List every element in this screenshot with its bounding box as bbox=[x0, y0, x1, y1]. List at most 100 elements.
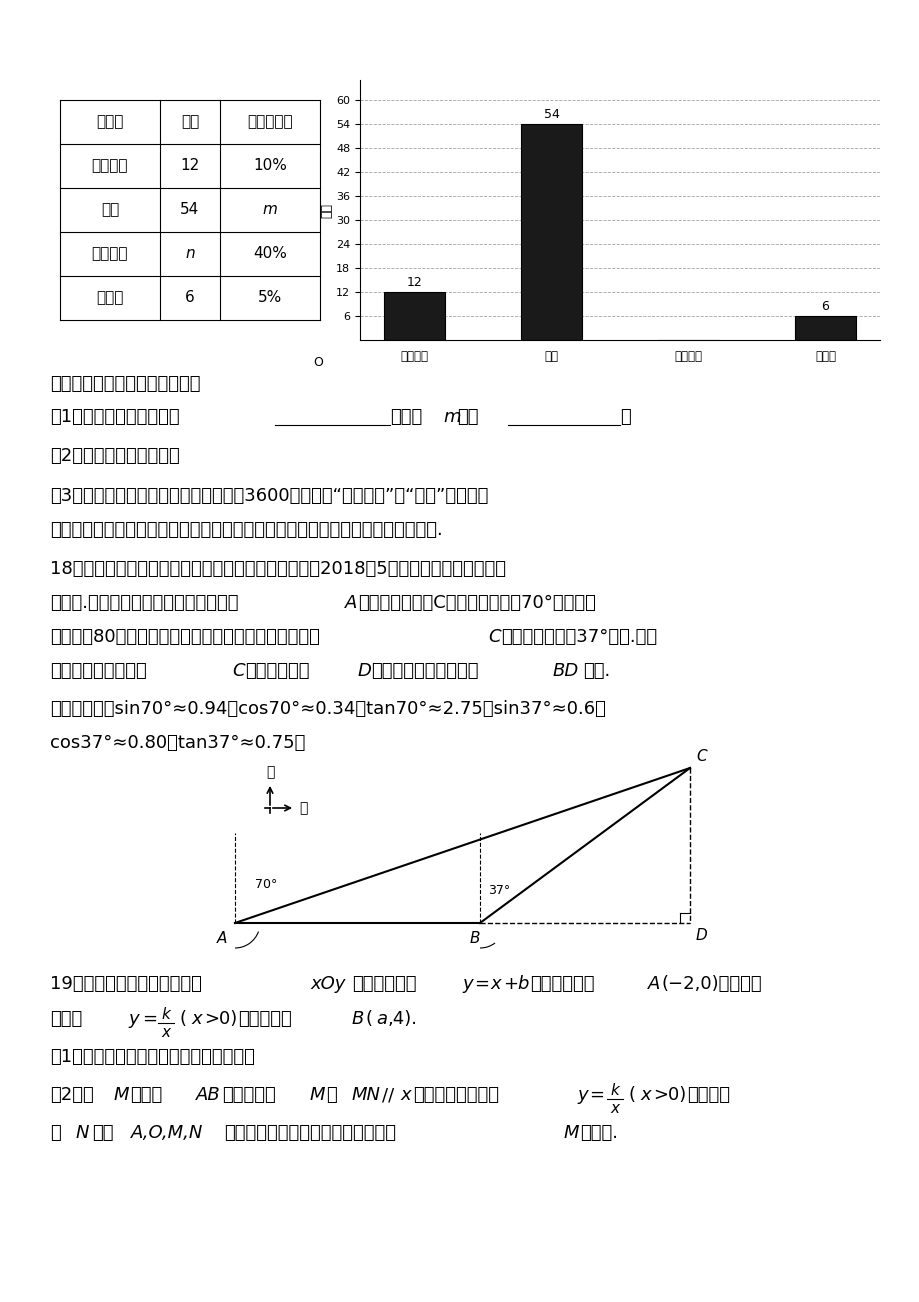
Text: D: D bbox=[696, 928, 707, 943]
Text: A,O,M,N: A,O,M,N bbox=[130, 1124, 203, 1142]
Text: >0): >0) bbox=[204, 1010, 237, 1029]
Text: D: D bbox=[357, 661, 371, 680]
Text: =: = bbox=[142, 1010, 157, 1029]
Text: 的图象交于: 的图象交于 bbox=[238, 1010, 291, 1029]
Text: ；: ； bbox=[619, 408, 630, 426]
Text: 的值: 的值 bbox=[457, 408, 478, 426]
Text: y: y bbox=[461, 975, 472, 993]
Text: (−2,0)，与反比: (−2,0)，与反比 bbox=[662, 975, 762, 993]
Text: 满意: 满意 bbox=[101, 203, 119, 217]
Text: 12: 12 bbox=[406, 276, 422, 289]
Text: 10%: 10% bbox=[253, 159, 287, 173]
Text: 的正南方向的: 的正南方向的 bbox=[244, 661, 309, 680]
Text: A: A bbox=[345, 594, 357, 612]
Text: 不满意: 不满意 bbox=[96, 290, 123, 306]
Text: ,4).: ,4). bbox=[388, 1010, 417, 1029]
Text: 点: 点 bbox=[50, 1124, 61, 1142]
Text: 航母继续航行至小岛: 航母继续航行至小岛 bbox=[50, 661, 147, 680]
Text: （3）据统计，该景区平均每天接待游客3600人，若将“非常满意”和“满意”作为游客: （3）据统计，该景区平均每天接待游客3600人，若将“非常满意”和“满意”作为游… bbox=[50, 487, 488, 505]
Text: 70°: 70° bbox=[255, 879, 277, 892]
Text: m: m bbox=[262, 203, 278, 217]
Text: （2）请补全条形统计图；: （2）请补全条形统计图； bbox=[50, 447, 179, 465]
Text: =: = bbox=[473, 975, 489, 993]
Text: //: // bbox=[381, 1086, 394, 1104]
Text: k: k bbox=[610, 1083, 618, 1098]
Text: MN: MN bbox=[352, 1086, 380, 1104]
Text: C: C bbox=[696, 749, 706, 764]
Text: (: ( bbox=[629, 1086, 635, 1104]
Text: +: + bbox=[503, 975, 517, 993]
Text: 的长.: 的长. bbox=[583, 661, 609, 680]
Text: C: C bbox=[487, 628, 500, 646]
Text: （参考数据：sin70°≈0.94，cos70°≈0.34，tan70°≈2.75，sin37°≈0.6，: （参考数据：sin70°≈0.94，cos70°≈0.34，tan70°≈2.7… bbox=[50, 700, 606, 717]
Text: 人数: 人数 bbox=[181, 115, 199, 129]
Text: 54: 54 bbox=[543, 108, 559, 121]
Text: m: m bbox=[443, 408, 460, 426]
Text: y: y bbox=[128, 1010, 139, 1029]
Text: （1）本次调查的总人数为: （1）本次调查的总人数为 bbox=[50, 408, 179, 426]
Text: 作: 作 bbox=[325, 1086, 336, 1104]
Text: n: n bbox=[185, 246, 195, 262]
Text: 为顶点的四边形为平行四边形，求点: 为顶点的四边形为平行四边形，求点 bbox=[223, 1124, 395, 1142]
Text: 于航母相80海里，再航行一段时间后到达处，测得小岛: 于航母相80海里，再航行一段时间后到达处，测得小岛 bbox=[50, 628, 320, 646]
Bar bbox=[520, 124, 582, 340]
Text: 5%: 5% bbox=[257, 290, 282, 306]
Text: （1）求一次函数和反比例函数的表达式；: （1）求一次函数和反比例函数的表达式； bbox=[50, 1048, 255, 1066]
Text: x: x bbox=[610, 1101, 618, 1116]
Text: b: b bbox=[516, 975, 528, 993]
Text: 验任务.如图，航母由西向东航行，到达: 验任务.如图，航母由西向东航行，到达 bbox=[50, 594, 238, 612]
Text: 的图象经过点: 的图象经过点 bbox=[529, 975, 594, 993]
Text: 上一点，过: 上一点，过 bbox=[221, 1086, 276, 1104]
Text: 6: 6 bbox=[821, 299, 829, 312]
Text: 的图象于: 的图象于 bbox=[686, 1086, 729, 1104]
Text: 19．如图，在平面直角坐标系: 19．如图，在平面直角坐标系 bbox=[50, 975, 201, 993]
Text: (: ( bbox=[366, 1010, 372, 1029]
Text: =: = bbox=[588, 1086, 604, 1104]
Text: 12: 12 bbox=[180, 159, 199, 173]
Text: (: ( bbox=[180, 1010, 187, 1029]
Text: B: B bbox=[470, 931, 480, 947]
Y-axis label: 人数: 人数 bbox=[320, 203, 333, 217]
Text: C: C bbox=[232, 661, 244, 680]
Text: 比较满意: 比较满意 bbox=[92, 246, 128, 262]
Text: 根据图标信息，解答下列问题：: 根据图标信息，解答下列问题： bbox=[50, 375, 200, 393]
Text: 例函数: 例函数 bbox=[50, 1010, 82, 1029]
Text: k: k bbox=[162, 1006, 170, 1022]
Text: cos37°≈0.80，tan37°≈0.75）: cos37°≈0.80，tan37°≈0.75） bbox=[50, 734, 305, 753]
Text: M: M bbox=[114, 1086, 130, 1104]
Text: A: A bbox=[647, 975, 660, 993]
Text: x: x bbox=[490, 975, 500, 993]
Text: A: A bbox=[216, 931, 227, 947]
Text: y: y bbox=[576, 1086, 587, 1104]
Text: x: x bbox=[400, 1086, 410, 1104]
Text: 40%: 40% bbox=[253, 246, 287, 262]
Text: M: M bbox=[563, 1124, 579, 1142]
Text: O: O bbox=[313, 355, 323, 368]
Text: BD: BD bbox=[552, 661, 579, 680]
Bar bbox=[794, 316, 856, 340]
Text: B: B bbox=[352, 1010, 364, 1029]
Text: 6: 6 bbox=[185, 290, 195, 306]
Text: 位于它的北偏东37°方向.如果: 位于它的北偏东37°方向.如果 bbox=[501, 628, 656, 646]
Text: M: M bbox=[310, 1086, 325, 1104]
Text: 非常满意: 非常满意 bbox=[92, 159, 128, 173]
Text: ，若: ，若 bbox=[92, 1124, 113, 1142]
Text: 对景区服务工作的肯定，请你估计该景区服务工作平均每天得到多少名游客的肯定.: 对景区服务工作的肯定，请你估计该景区服务工作平均每天得到多少名游客的肯定. bbox=[50, 521, 442, 539]
Text: AB: AB bbox=[196, 1086, 221, 1104]
Text: ，表中: ，表中 bbox=[390, 408, 422, 426]
Text: （2）设: （2）设 bbox=[50, 1086, 94, 1104]
Text: a: a bbox=[376, 1010, 387, 1029]
Text: x: x bbox=[191, 1010, 201, 1029]
Text: 轴，交反比例函数: 轴，交反比例函数 bbox=[413, 1086, 498, 1104]
Text: 满意度: 满意度 bbox=[96, 115, 123, 129]
Text: 18．由我国完全自主设计、自主建造的首舰国产航母于2018年5月成功完成第一次海上试: 18．由我国完全自主设计、自主建造的首舰国产航母于2018年5月成功完成第一次海… bbox=[50, 560, 505, 578]
Text: 东: 东 bbox=[299, 801, 307, 815]
Text: x: x bbox=[162, 1025, 170, 1040]
Text: N: N bbox=[76, 1124, 89, 1142]
Text: 北: 北 bbox=[266, 766, 274, 779]
Text: xOy: xOy bbox=[310, 975, 345, 993]
Text: 54: 54 bbox=[180, 203, 199, 217]
Text: >0): >0) bbox=[652, 1086, 686, 1104]
Text: 是直线: 是直线 bbox=[130, 1086, 162, 1104]
Text: 处时，测得小岛C位于它的北偏东70°方向，且: 处时，测得小岛C位于它的北偏东70°方向，且 bbox=[357, 594, 596, 612]
